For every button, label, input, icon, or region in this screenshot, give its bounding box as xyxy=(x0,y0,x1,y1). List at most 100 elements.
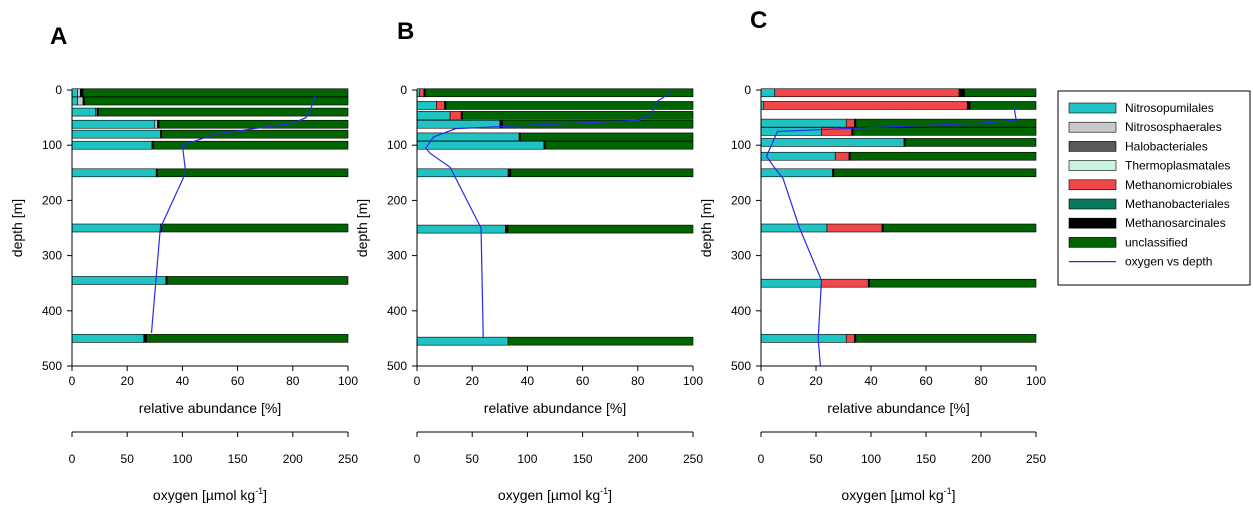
x-axis: 0 20 40 60 80 100 relative abundance [%] xyxy=(69,365,358,416)
x-tick-label: 20 xyxy=(121,374,135,388)
bar-series xyxy=(760,88,1037,343)
y-tick-label: 400 xyxy=(42,304,62,318)
legend-swatch xyxy=(1068,198,1117,210)
y-tick-label: 500 xyxy=(387,359,407,373)
bar-segment-nitrosopumilales xyxy=(760,168,833,178)
bar-segment-methanosarcinales xyxy=(79,88,84,98)
bar-segment-unclassified xyxy=(82,88,349,98)
bar-segment-unclassified xyxy=(507,336,694,346)
bar-segment-nitrosopumilales xyxy=(760,278,822,288)
legend-item: oxygen vs depth xyxy=(1069,255,1212,269)
bar-row-depth-100 xyxy=(416,140,694,150)
bar-segment-nitrosopumilales xyxy=(71,140,153,150)
bar-segment-unclassified xyxy=(852,127,1037,136)
oxygen-axis-title: oxygen [µmol kg-1] xyxy=(841,486,955,503)
bar-row-depth-28 xyxy=(760,101,1037,110)
legend-item: Methanobacteriales xyxy=(1068,197,1230,211)
legend-item: Methanosarcinales xyxy=(1068,216,1226,230)
bar-row-depth-5 xyxy=(760,88,1037,98)
y-tick-label: 100 xyxy=(731,138,751,152)
legend-item: Nitrososphaerales xyxy=(1068,120,1222,134)
bar-segment-nitrosopumilales xyxy=(416,111,451,120)
oxygen-tick-label: 50 xyxy=(466,452,480,466)
bar-row-depth-5 xyxy=(416,88,694,98)
x-tick-label: 0 xyxy=(414,374,421,388)
oxygen-profile-line xyxy=(765,106,1017,367)
bar-segment-nitrosopumilales xyxy=(416,101,437,110)
bar-row-depth-62 xyxy=(416,119,694,129)
y-tick-label: 300 xyxy=(387,249,407,263)
oxygen-profile-line xyxy=(425,92,672,339)
legend-label: Methanobacteriales xyxy=(1125,197,1230,211)
bar-row-depth-20 xyxy=(71,96,349,106)
panel-letter: C xyxy=(750,7,767,34)
bar-segment-nitrosopumilales xyxy=(71,168,157,178)
x-tick-label: 60 xyxy=(919,374,933,388)
x-tick-label: 100 xyxy=(683,374,703,388)
bar-segment-nitrososphaerales xyxy=(154,119,158,129)
legend-label: Methanomicrobiales xyxy=(1125,178,1232,192)
legend-item: Halobacteriales xyxy=(1068,139,1208,153)
bar-segment-unclassified xyxy=(869,278,1037,288)
legend-item: unclassified xyxy=(1068,235,1188,249)
panel-letter: B xyxy=(397,18,414,45)
bar-segment-methanomicrobiales xyxy=(774,88,960,98)
bar-row-depth-85 xyxy=(416,132,694,142)
bar-segment-unclassified xyxy=(545,140,694,150)
bar-segment-nitrosopumilales xyxy=(760,334,847,343)
oxygen-tick-label: 150 xyxy=(916,452,936,466)
legend-swatch xyxy=(1068,179,1117,191)
legend: Nitrosopumilales Nitrososphaerales Halobac… xyxy=(1057,90,1251,286)
bar-segment-unclassified xyxy=(146,334,349,343)
bar-row-depth-150 xyxy=(760,168,1037,178)
oxygen-axis-title: oxygen [µmol kg-1] xyxy=(498,486,612,503)
bar-segment-nitrosopumilales xyxy=(760,138,905,147)
oxygen-axis-title-end: ] xyxy=(952,487,956,503)
bar-segment-nitrosopumilales xyxy=(760,151,836,161)
x-tick-label: 0 xyxy=(69,374,76,388)
bar-row-depth-150 xyxy=(416,168,694,178)
x-tick-label: 60 xyxy=(576,374,590,388)
bar-segment-nitrosopumilales xyxy=(760,223,828,233)
y-tick-label: 300 xyxy=(731,249,751,263)
legend-label: oxygen vs depth xyxy=(1125,255,1212,269)
oxygen-axis-title-main: oxygen [µmol kg xyxy=(153,487,255,503)
bar-row-depth-100 xyxy=(71,140,349,150)
bar-segment-nitrosopumilales xyxy=(71,223,161,233)
oxygen-profile-line xyxy=(150,95,316,333)
bar-row-depth-120 xyxy=(760,151,1037,161)
legend-label: Methanosarcinales xyxy=(1125,216,1226,230)
bar-row-depth-350 xyxy=(760,278,1037,288)
x-tick-label: 100 xyxy=(1026,374,1046,388)
bar-row-depth-250 xyxy=(71,223,349,233)
bar-segment-unclassified xyxy=(462,111,694,120)
x-axis-title: relative abundance [%] xyxy=(484,400,626,416)
x-tick-label: 100 xyxy=(338,374,358,388)
x-tick-label: 40 xyxy=(521,374,535,388)
bar-row-depth-150 xyxy=(71,168,349,178)
bar-segment-methanomicrobiales xyxy=(436,101,445,110)
bar-segment-unclassified xyxy=(969,101,1037,110)
bar-segment-nitrosopumilales xyxy=(760,118,847,128)
legend-label: Nitrososphaerales xyxy=(1125,120,1222,134)
bar-segment-nitrosopumilales xyxy=(71,129,161,139)
bar-row-depth-40 xyxy=(71,107,349,117)
bar-segment-unclassified xyxy=(520,132,694,142)
bar-segment-methanomicrobiales xyxy=(419,88,425,98)
bar-segment-unclassified xyxy=(905,138,1037,147)
bar-segment-unclassified xyxy=(97,107,349,117)
bar-row-depth-345 xyxy=(71,276,349,285)
x-tick-label: 80 xyxy=(974,374,988,388)
x-tick-label: 80 xyxy=(631,374,645,388)
y-tick-label: 200 xyxy=(731,193,751,207)
oxygen-tick-label: 100 xyxy=(517,452,537,466)
bar-segment-methanomicrobiales xyxy=(834,151,850,161)
x-axis: 0 20 40 60 80 100 relative abundance [%] xyxy=(414,365,703,416)
x-tick-label: 20 xyxy=(809,374,823,388)
bar-segment-nitrosopumilales xyxy=(416,140,545,150)
oxygen-tick-label: 100 xyxy=(861,452,881,466)
legend-item: Nitrosopumilales xyxy=(1068,101,1214,115)
oxygen-tick-label: 200 xyxy=(971,452,991,466)
